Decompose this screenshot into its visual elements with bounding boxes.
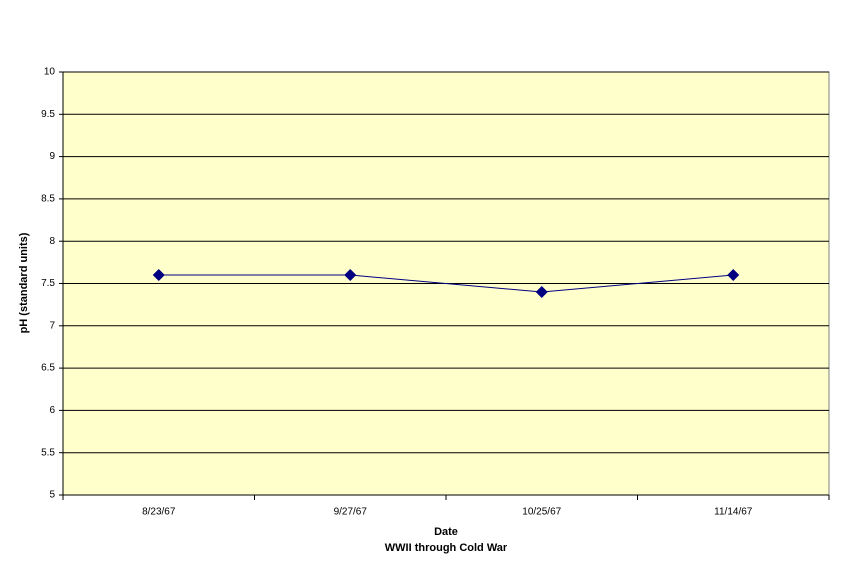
y-tick-label: 5 (49, 490, 55, 501)
x-tick-label: 11/14/67 (714, 507, 753, 518)
marker (152, 269, 165, 282)
marker (344, 269, 357, 282)
x-tick-label: 10/25/67 (522, 507, 561, 518)
y-tick-label: 7.5 (41, 278, 55, 289)
y-axis-label: pH (standard units) (18, 232, 30, 333)
y-tick-label: 7 (49, 320, 55, 331)
y-tick-label: 8.5 (41, 194, 55, 205)
y-tick-label: 8 (49, 236, 55, 247)
marker (535, 285, 548, 298)
y-tick-label: 9 (49, 151, 55, 162)
y-tick-label: 5.5 (41, 447, 55, 458)
y-tick-label: 9.5 (41, 109, 55, 120)
x-axis-sublabel: WWII through Cold War (385, 542, 508, 554)
x-tick-label: 9/27/67 (334, 507, 368, 518)
line (158, 274, 734, 293)
marker (727, 269, 740, 282)
x-axis-label: Date (434, 526, 458, 538)
y-tick-label: 6.5 (41, 363, 55, 374)
y-tick-label: 10 (44, 67, 56, 78)
x-tick-label: 8/23/67 (142, 507, 176, 518)
y-tick-label: 6 (49, 405, 55, 416)
